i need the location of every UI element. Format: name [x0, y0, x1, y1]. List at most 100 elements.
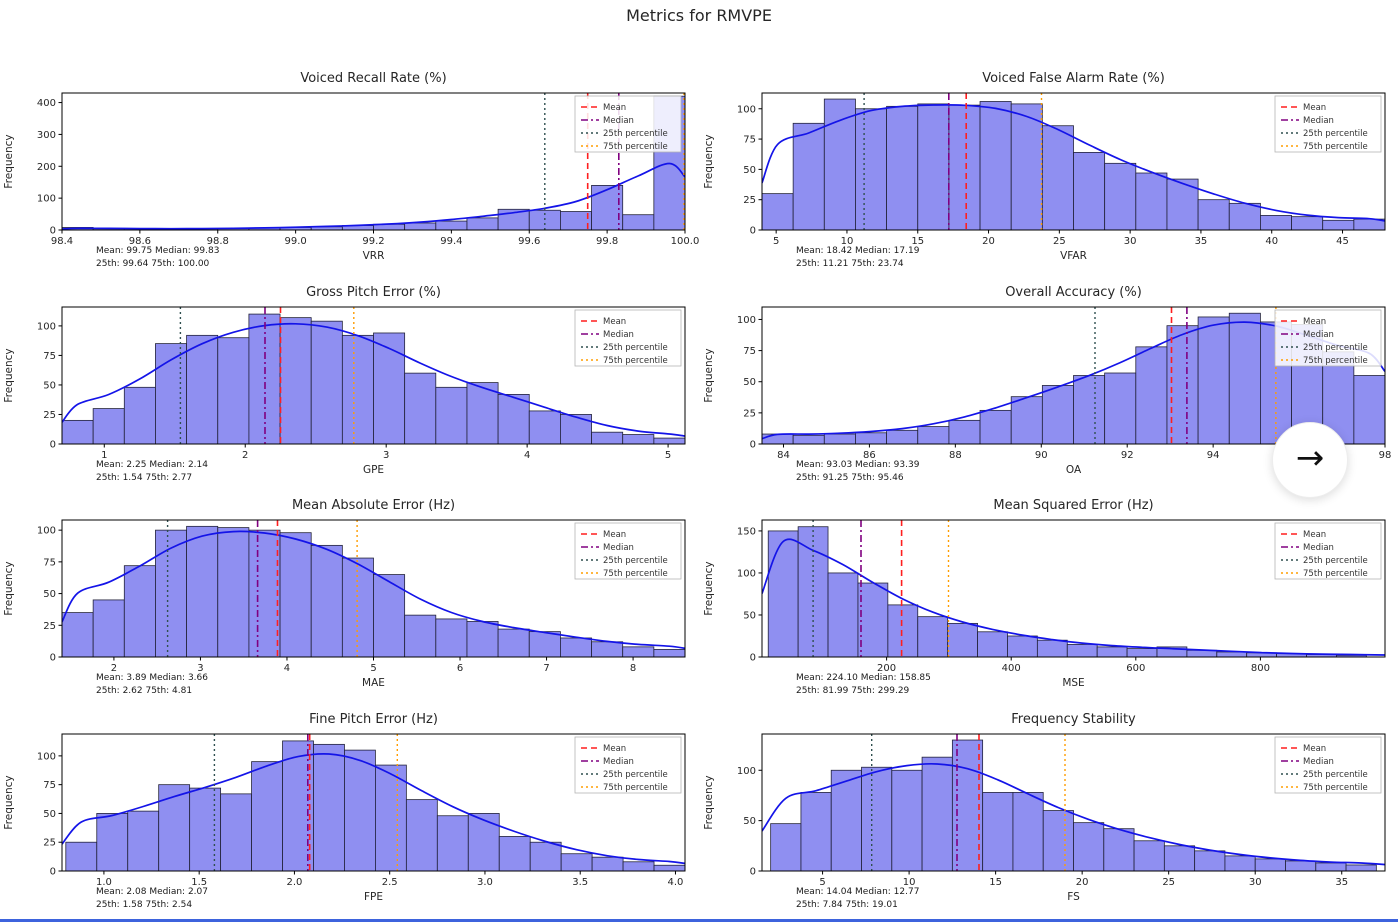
x-tick-label: 30 [1124, 236, 1137, 247]
chart-title: Overall Accuracy (%) [1005, 285, 1142, 300]
y-tick-label: 50 [43, 380, 56, 391]
histogram-bar [1073, 374, 1106, 444]
histogram-bar [1012, 791, 1044, 871]
histogram-bar [622, 214, 655, 230]
histogram-bar [891, 769, 923, 871]
histogram-bar [827, 572, 859, 657]
y-tick-label: 100 [737, 568, 756, 579]
histogram-bar [310, 544, 343, 657]
y-axis-label: Frequency [3, 561, 15, 615]
next-button[interactable]: → [1272, 422, 1348, 498]
histogram-bar [1066, 643, 1098, 657]
y-axis-label: Frequency [703, 561, 715, 615]
x-tick-label: 86 [863, 450, 876, 461]
x-tick-label: 4 [524, 450, 530, 461]
histogram-bar [498, 835, 531, 871]
histogram-bar [62, 612, 94, 657]
histogram-bar [186, 525, 219, 657]
x-tick-label: 4 [284, 663, 290, 674]
legend-label: Median [1303, 330, 1334, 340]
histogram-bar [375, 764, 407, 871]
histogram-bar [1228, 202, 1261, 230]
y-tick-label: 150 [737, 526, 756, 537]
histogram-bars [65, 740, 685, 871]
kde-curve [62, 530, 685, 650]
y-tick-label: 25 [43, 837, 56, 848]
histogram-bar [405, 798, 438, 871]
histogram-bar [792, 122, 825, 230]
stats-line-1: Mean: 99.75 Median: 99.83 [96, 246, 219, 256]
histogram-bar [310, 320, 343, 444]
histogram-bar [653, 864, 685, 871]
y-tick-label: 100 [37, 194, 56, 205]
chart-vrr: 98.4 98.6 98.8 99.0 99.2 99.4 99.6 99.8 100.0 0 10… [3, 71, 699, 269]
histogram-bar [948, 419, 981, 444]
histogram-bar [653, 437, 685, 444]
histogram-bar [1041, 125, 1074, 230]
subplot-gpe: 1 2 3 4 5 0 25 50 75 100 Gross Pitch Error (%) GPE F… [0, 276, 699, 490]
histogram-bar [948, 104, 981, 230]
histogram-bar [466, 621, 499, 657]
x-tick-label: 1.5 [191, 877, 207, 888]
legend-label: Median [603, 757, 634, 767]
x-tick-label: 3 [383, 450, 389, 461]
chart-mse: 200 400 600 800 0 50 100 150 Mean Squared Error … [703, 498, 1386, 696]
histogram-bar [792, 434, 825, 444]
x-tick-label: 15 [911, 236, 924, 247]
y-tick-label: 0 [50, 653, 56, 664]
x-tick-label: 2 [242, 450, 248, 461]
legend-label: 75th percentile [603, 783, 668, 793]
x-axis-label: FS [1067, 891, 1080, 903]
x-axis-label: VRR [363, 250, 385, 262]
histogram-bar [921, 756, 953, 871]
histogram-bar [155, 342, 187, 444]
stats-line-1: Mean: 18.42 Median: 17.19 [796, 246, 920, 256]
y-tick-label: 400 [37, 98, 56, 109]
chart-title: Mean Absolute Error (Hz) [292, 498, 455, 513]
legend-label: 75th percentile [603, 142, 668, 152]
stats-line-2: 25th: 1.58 75th: 2.54 [96, 900, 192, 910]
legend: Mean Median 25th percentile 75th percentile [574, 95, 682, 153]
histogram-bar [186, 334, 219, 444]
legend-label: Median [1303, 116, 1334, 126]
histogram-bar [653, 648, 685, 657]
histogram-bar [1103, 827, 1135, 871]
histogram-bar [1194, 849, 1226, 871]
histogram-bar [1216, 651, 1248, 657]
histogram-bar [1353, 374, 1385, 444]
y-axis-label: Frequency [703, 775, 715, 829]
chart-title: Mean Squared Error (Hz) [993, 498, 1153, 513]
y-tick-label: 75 [43, 780, 56, 791]
y-tick-label: 300 [37, 130, 56, 141]
legend-label: 25th percentile [603, 770, 668, 780]
histogram-bar [217, 527, 250, 657]
x-tick-label: 20 [1076, 877, 1089, 888]
kde-curve [762, 538, 1385, 656]
x-tick-label: 6 [457, 663, 463, 674]
x-tick-label: 99.8 [596, 236, 618, 247]
legend-label: Mean [1303, 103, 1326, 113]
histogram-bar [92, 407, 125, 444]
histogram-bar [467, 812, 500, 871]
x-tick-label: 98 [1379, 450, 1392, 461]
histogram-bar [886, 105, 919, 230]
histogram-bar [1224, 854, 1256, 871]
legend: Mean Median 25th percentile 75th percentile [1274, 736, 1382, 793]
x-tick-label: 20 [982, 236, 995, 247]
legend-label: 25th percentile [1303, 129, 1368, 139]
subplot-vrr: 98.4 98.6 98.8 99.0 99.2 99.4 99.6 99.8 100.0 0 10… [0, 62, 699, 276]
histogram-bar [279, 316, 312, 444]
x-tick-label: 600 [1126, 663, 1145, 674]
histogram-bar [279, 532, 312, 657]
chart-title: Fine Pitch Error (Hz) [309, 712, 438, 727]
histogram-bar [1197, 316, 1230, 444]
histogram-bar [158, 783, 191, 871]
stats-line-2: 25th: 81.99 75th: 299.29 [796, 686, 910, 696]
histogram-bar [947, 622, 978, 657]
x-axis-label: VFAR [1060, 250, 1087, 262]
x-tick-label: 2 [111, 663, 117, 674]
x-tick-label: 5 [773, 236, 779, 247]
histogram-bar [762, 193, 794, 230]
